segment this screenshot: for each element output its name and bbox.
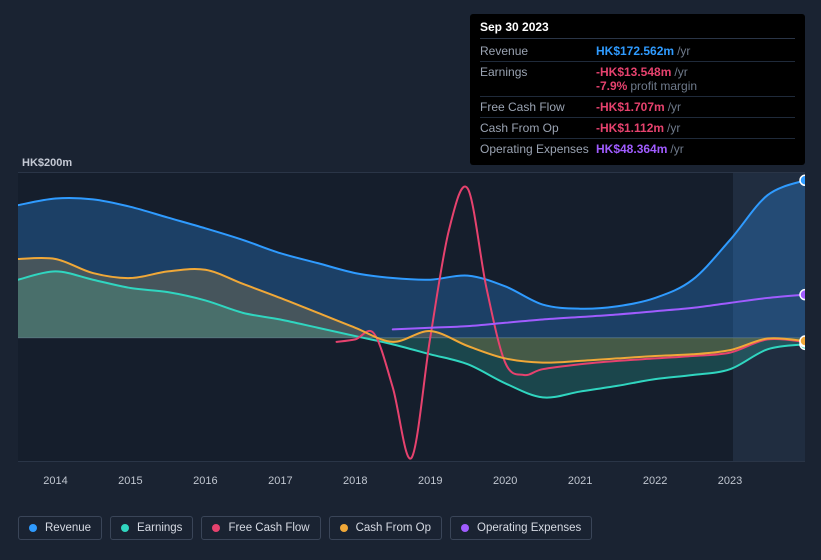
- tooltip-metric-label: Cash From Op: [480, 121, 596, 135]
- tooltip-row: Free Cash Flow-HK$1.707m/yr: [480, 97, 795, 118]
- data-tooltip: Sep 30 2023 RevenueHK$172.562m/yrEarning…: [470, 14, 805, 165]
- y-label-max: HK$200m: [22, 157, 72, 169]
- x-tick: 2017: [268, 475, 292, 487]
- legend-dot-icon: [121, 524, 129, 532]
- legend-dot-icon: [340, 524, 348, 532]
- legend-label: Revenue: [45, 522, 91, 534]
- tooltip-row: RevenueHK$172.562m/yr: [480, 41, 795, 62]
- tooltip-metric-value: HK$48.364m/yr: [596, 142, 684, 156]
- legend-item-cash-from-op[interactable]: Cash From Op: [329, 516, 442, 540]
- legend-item-operating-expenses[interactable]: Operating Expenses: [450, 516, 592, 540]
- x-tick: 2014: [43, 475, 67, 487]
- legend-dot-icon: [212, 524, 220, 532]
- legend-item-revenue[interactable]: Revenue: [18, 516, 102, 540]
- tooltip-metric-value: -HK$1.707m/yr: [596, 100, 681, 114]
- x-tick: 2019: [418, 475, 442, 487]
- chart-legend: Revenue Earnings Free Cash Flow Cash From O…: [18, 516, 592, 540]
- x-tick: 2020: [493, 475, 517, 487]
- chart-plot[interactable]: [18, 172, 805, 462]
- tooltip-row: Earnings-HK$13.548m/yr-7.9%profit margin: [480, 62, 795, 97]
- x-tick: 2023: [718, 475, 742, 487]
- x-tick: 2022: [643, 475, 667, 487]
- tooltip-row: Operating ExpensesHK$48.364m/yr: [480, 139, 795, 159]
- legend-item-free-cash-flow[interactable]: Free Cash Flow: [201, 516, 320, 540]
- legend-dot-icon: [29, 524, 37, 532]
- tooltip-date: Sep 30 2023: [480, 20, 795, 39]
- tooltip-metric-value: HK$172.562m/yr: [596, 44, 690, 58]
- x-tick: 2016: [193, 475, 217, 487]
- tooltip-metric-label: Free Cash Flow: [480, 100, 596, 114]
- tooltip-metric-value: -HK$13.548m/yr-7.9%profit margin: [596, 65, 697, 93]
- legend-label: Cash From Op: [356, 522, 431, 534]
- tooltip-row: Cash From Op-HK$1.112m/yr: [480, 118, 795, 139]
- tooltip-metric-value: -HK$1.112m/yr: [596, 121, 680, 135]
- x-tick: 2018: [343, 475, 367, 487]
- x-tick: 2015: [118, 475, 142, 487]
- tooltip-metric-label: Revenue: [480, 44, 596, 58]
- x-tick: 2021: [568, 475, 592, 487]
- legend-dot-icon: [461, 524, 469, 532]
- tooltip-metric-label: Operating Expenses: [480, 142, 596, 156]
- legend-label: Free Cash Flow: [228, 522, 309, 534]
- legend-label: Operating Expenses: [477, 522, 581, 534]
- legend-item-earnings[interactable]: Earnings: [110, 516, 193, 540]
- legend-label: Earnings: [137, 522, 182, 534]
- x-axis: 2014 2015 2016 2017 2018 2019 2020 2021 2022 2023: [18, 475, 805, 495]
- tooltip-metric-label: Earnings: [480, 65, 596, 93]
